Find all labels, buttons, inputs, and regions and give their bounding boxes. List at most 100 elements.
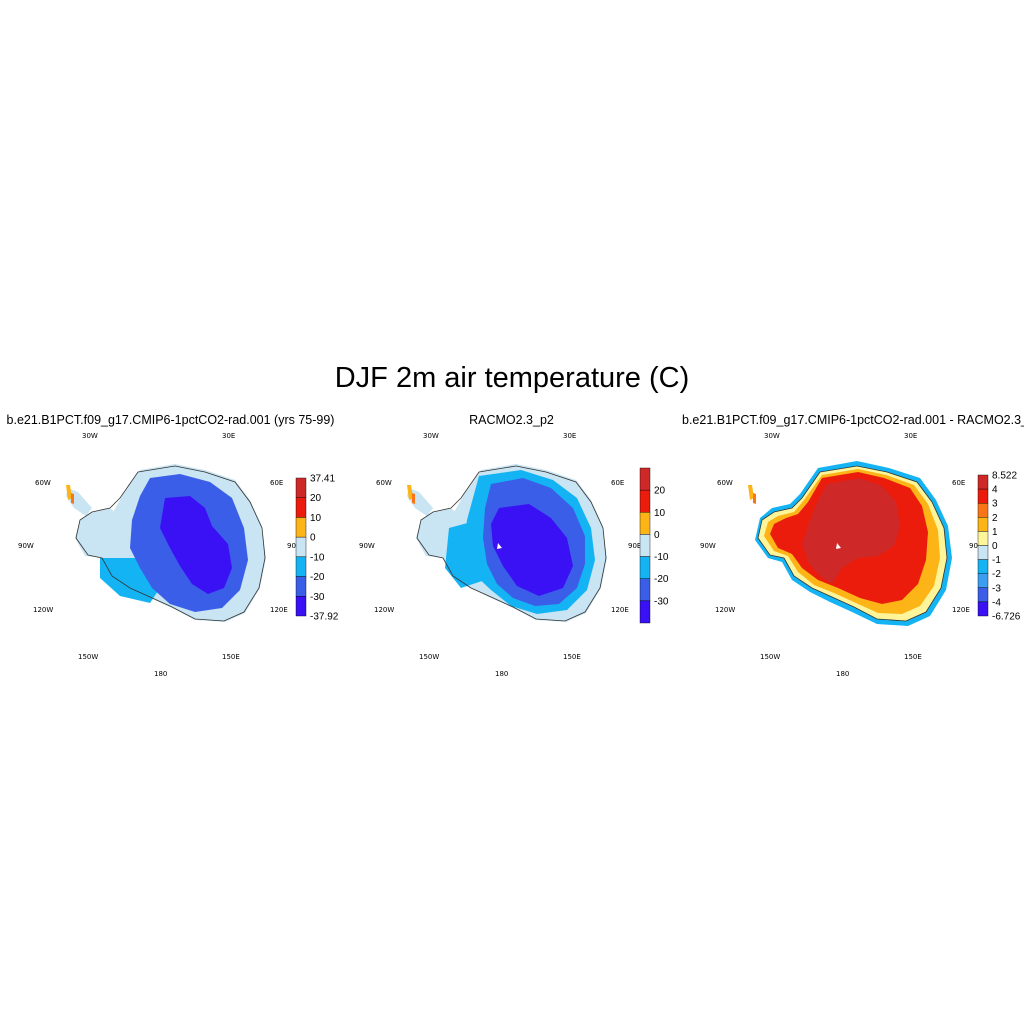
colorbar-label: 10 (654, 508, 666, 519)
colorbar-label: -37.92 (310, 612, 339, 623)
colorbar-label: 1 (992, 527, 998, 538)
lon-label-120w: 120W (715, 606, 735, 614)
graticule-labels: 30W 30E 60W 60E 90W 90E 120W 120E 150W 1… (18, 432, 300, 678)
colorbar-label: -10 (654, 552, 669, 563)
colorbar-label: 0 (654, 530, 660, 541)
lon-label-30e: 30E (904, 432, 917, 440)
graticule-labels: 30W 30E 60W 60E 90W 90E 120W 120E 150W 1… (700, 432, 982, 678)
lon-label-180: 180 (495, 670, 508, 678)
colorbar-box (977, 502, 989, 518)
lon-label-60e: 60E (270, 479, 283, 487)
colorbar-box (639, 512, 651, 535)
colorbar-box (639, 489, 651, 513)
colorbar-box (977, 587, 989, 603)
colorbar-box (295, 596, 307, 617)
colorbar-label: -30 (310, 592, 325, 603)
colorbar-label: 0 (992, 541, 998, 552)
colorbar-label: 2 (992, 513, 998, 524)
colorbar-label: 20 (310, 493, 322, 504)
colorbar-box (977, 601, 989, 617)
lon-label-120w: 120W (374, 606, 394, 614)
colorbar-box (295, 517, 307, 538)
graticule-labels: 30W 30E 60W 60E 90W 90E 120W 120E 150W 1… (359, 432, 641, 678)
colorbar-box (639, 578, 651, 602)
temperature-field (407, 464, 607, 622)
lon-label-60w: 60W (35, 479, 51, 487)
map-difference: 30W 30E 60W 60E 90W 90E 120W 120E 150W 1… (700, 432, 1021, 678)
lon-label-120w: 120W (33, 606, 53, 614)
colorbar: 8.522 4 3 2 1 0 -1 -2 -3 -4 -6.726 (977, 471, 1021, 623)
figure-title: DJF 2m air temperature (C) (334, 362, 690, 394)
lon-label-90w: 90W (18, 542, 34, 550)
panel-racmo: RACMO2.3_p2 30W 30E 60W 60E 90W 90E 120W… (341, 408, 682, 688)
colorbar-label: 37.41 (310, 474, 335, 485)
colorbar-box (639, 556, 651, 579)
lon-label-60e: 60E (952, 479, 965, 487)
colorbar-label: 8.522 (992, 471, 1017, 482)
colorbar-box (977, 573, 989, 588)
map-model: 30W 30E 60W 60E 90W 90E 120W 120E 150W 1… (18, 432, 339, 678)
colorbar-label: -1 (992, 555, 1001, 566)
temperature-field (66, 464, 266, 622)
temperature-field (748, 461, 952, 626)
panel-title: RACMO2.3_p2 (469, 413, 554, 427)
colorbar-box (977, 474, 989, 490)
lon-label-150e: 150E (904, 653, 922, 661)
colorbar-label: -2 (992, 569, 1001, 580)
lon-label-180: 180 (154, 670, 167, 678)
colorbar-box (639, 467, 651, 491)
colorbar-box (295, 477, 307, 498)
lon-label-60w: 60W (376, 479, 392, 487)
lon-label-150e: 150E (563, 653, 581, 661)
lon-label-150w: 150W (419, 653, 439, 661)
colorbar-box (977, 517, 989, 532)
lon-label-120e: 120E (270, 606, 288, 614)
colorbar-label: -4 (992, 597, 1001, 608)
colorbar-box (295, 536, 307, 558)
colorbar: 20 10 0 -10 -20 -30 (639, 467, 669, 624)
colorbar-box (977, 488, 989, 504)
colorbar-box (295, 556, 307, 577)
lon-label-120e: 120E (611, 606, 629, 614)
lon-label-150e: 150E (222, 653, 240, 661)
panel-model: b.e21.B1PCT.f09_g17.CMIP6-1pctCO2-rad.00… (0, 408, 341, 688)
lon-label-60w: 60W (717, 479, 733, 487)
colorbar-label: 4 (992, 485, 998, 496)
colorbar-box (977, 559, 989, 574)
lon-label-30e: 30E (563, 432, 576, 440)
lon-label-90e: 90E (628, 542, 641, 550)
colorbar-label: 0 (310, 533, 316, 544)
colorbar-box (977, 545, 989, 560)
lon-label-30w: 30W (764, 432, 780, 440)
colorbar-box (639, 534, 651, 557)
panel-title: b.e21.B1PCT.f09_g17.CMIP6-1pctCO2-rad.00… (6, 413, 335, 427)
lon-label-150w: 150W (78, 653, 98, 661)
colorbar-box (977, 531, 989, 546)
lon-label-90e: 90E (969, 542, 982, 550)
colorbar-box (295, 497, 307, 518)
colorbar-label: -6.726 (992, 612, 1021, 623)
lon-label-30w: 30W (423, 432, 439, 440)
lon-label-60e: 60E (611, 479, 624, 487)
panel-difference: b.e21.B1PCT.f09_g17.CMIP6-1pctCO2-rad.00… (682, 408, 1024, 688)
colorbar-label: -3 (992, 583, 1001, 594)
colorbar-label: 10 (310, 513, 322, 524)
map-racmo: 30W 30E 60W 60E 90W 90E 120W 120E 150W 1… (359, 432, 669, 678)
lon-label-90w: 90W (359, 542, 375, 550)
colorbar: 37.41 20 10 0 -10 -20 -30 -37.92 (295, 474, 339, 623)
panel-title: b.e21.B1PCT.f09_g17.CMIP6-1pctCO2-rad.00… (682, 413, 1024, 427)
lon-label-30w: 30W (82, 432, 98, 440)
lon-label-30e: 30E (222, 432, 235, 440)
colorbar-label: 20 (654, 486, 666, 497)
colorbar-box (295, 576, 307, 597)
colorbar-label: -20 (310, 572, 325, 583)
colorbar-box (639, 600, 651, 624)
colorbar-label: -20 (654, 574, 669, 585)
lon-label-90e: 90E (287, 542, 300, 550)
lon-label-120e: 120E (952, 606, 970, 614)
colorbar-label: -30 (654, 596, 669, 607)
colorbar-label: 3 (992, 499, 998, 510)
lon-label-90w: 90W (700, 542, 716, 550)
lon-label-150w: 150W (760, 653, 780, 661)
colorbar-label: -10 (310, 552, 325, 563)
